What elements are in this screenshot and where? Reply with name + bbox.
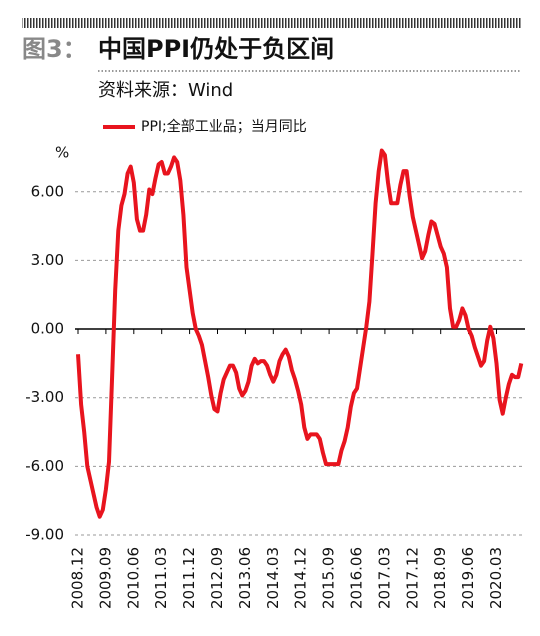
x-tick-label: 2014.03 — [264, 547, 282, 609]
x-tick-label: 2018.09 — [431, 547, 449, 609]
x-tick-label: 2008.12 — [69, 547, 87, 609]
x-tick-label: 2010.06 — [124, 547, 142, 609]
x-tick-label: 2016.06 — [348, 547, 366, 609]
figure-label: 图3： — [22, 35, 87, 63]
x-tick-label: 2020.03 — [487, 547, 505, 609]
y-tick-label: 0.00 — [31, 320, 64, 338]
y-tick-label: -9.00 — [25, 526, 64, 544]
x-tick-label: 2017.03 — [375, 547, 393, 609]
y-tick-label: -3.00 — [25, 388, 64, 406]
header-hatch — [22, 18, 522, 28]
legend-label: PPI;全部工业品；当月同比 — [141, 118, 307, 135]
y-tick-label: 3.00 — [31, 251, 64, 269]
x-tick-label: 2011.03 — [152, 547, 170, 609]
x-tick-label: 2011.12 — [180, 547, 198, 609]
x-tick-label: 2015.09 — [320, 547, 338, 609]
y-tick-label: 6.00 — [31, 182, 64, 200]
subtitle: 资料来源：Wind — [98, 80, 233, 101]
x-tick-label: 2014.12 — [292, 547, 310, 609]
x-tick-label: 2019.06 — [459, 547, 477, 609]
series-line — [76, 148, 524, 519]
x-tick-label: 2012.09 — [208, 547, 226, 609]
y-tick-label: -6.00 — [25, 457, 64, 475]
x-tick-label: 2013.06 — [236, 547, 254, 609]
chart-title: 中国PPI仍处于负区间 — [98, 35, 334, 63]
y-unit: % — [55, 144, 69, 162]
x-tick-label: 2017.12 — [403, 547, 421, 609]
x-tick-label: 2009.09 — [96, 547, 114, 609]
